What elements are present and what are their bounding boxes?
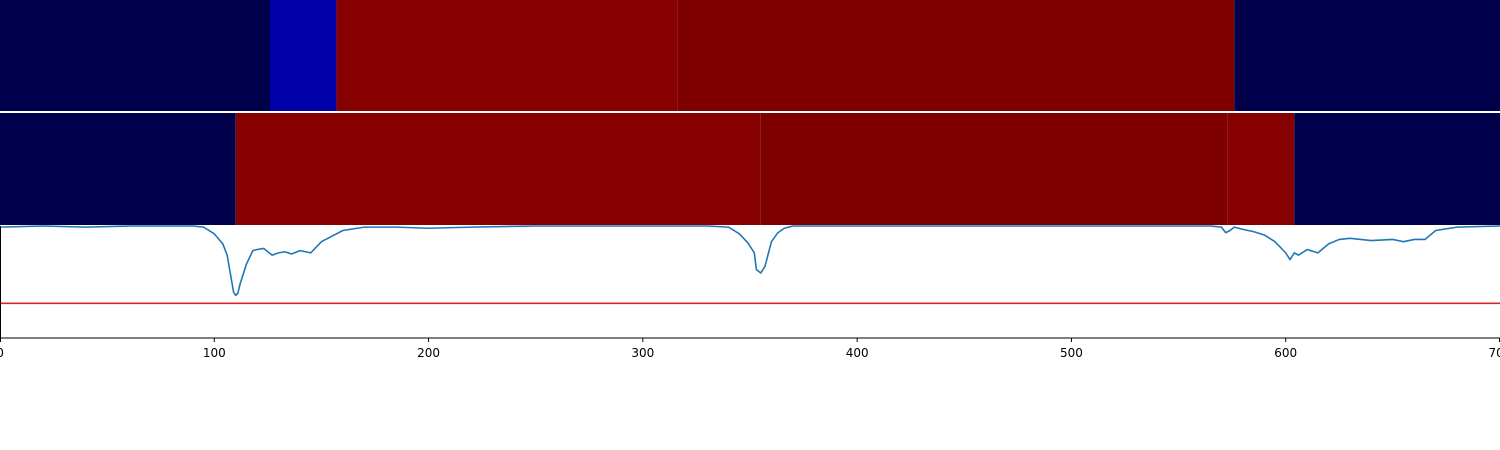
- x-tick-label-200: 200: [417, 346, 440, 360]
- heatmap-top-panel: [0, 0, 1500, 111]
- x-tick-label-100: 100: [203, 346, 226, 360]
- heatmap-bottom-segment-0: [0, 113, 236, 225]
- heatmap-top-segment-4: [1234, 0, 1500, 111]
- x-tick-label-300: 300: [631, 346, 654, 360]
- heatmap-top-segment-1: [270, 0, 337, 111]
- series-line: [0, 225, 1500, 297]
- heatmap-bottom-panel: [0, 113, 1500, 225]
- heatmap-bottom-segment-1: [235, 113, 761, 225]
- line-plot-panel: [0, 225, 1500, 339]
- x-tick-label-400: 400: [846, 346, 869, 360]
- heatmap-top-segment-0: [0, 0, 270, 111]
- heatmap-top-segment-3: [677, 0, 1235, 111]
- heatmap-top-segment-2: [336, 0, 678, 111]
- x-tick-label-0: 0: [0, 346, 4, 360]
- x-axis: 0 100 200 300 400 500 600 700: [0, 338, 1500, 360]
- x-tick-label-700: 700: [1489, 346, 1500, 360]
- heatmap-bottom-segment-4: [1294, 113, 1500, 225]
- heatmap-bottom-segment-3: [1227, 113, 1295, 225]
- x-tick-label-600: 600: [1274, 346, 1297, 360]
- heatmap-bottom-segment-2: [760, 113, 1228, 225]
- x-tick-label-500: 500: [1060, 346, 1083, 360]
